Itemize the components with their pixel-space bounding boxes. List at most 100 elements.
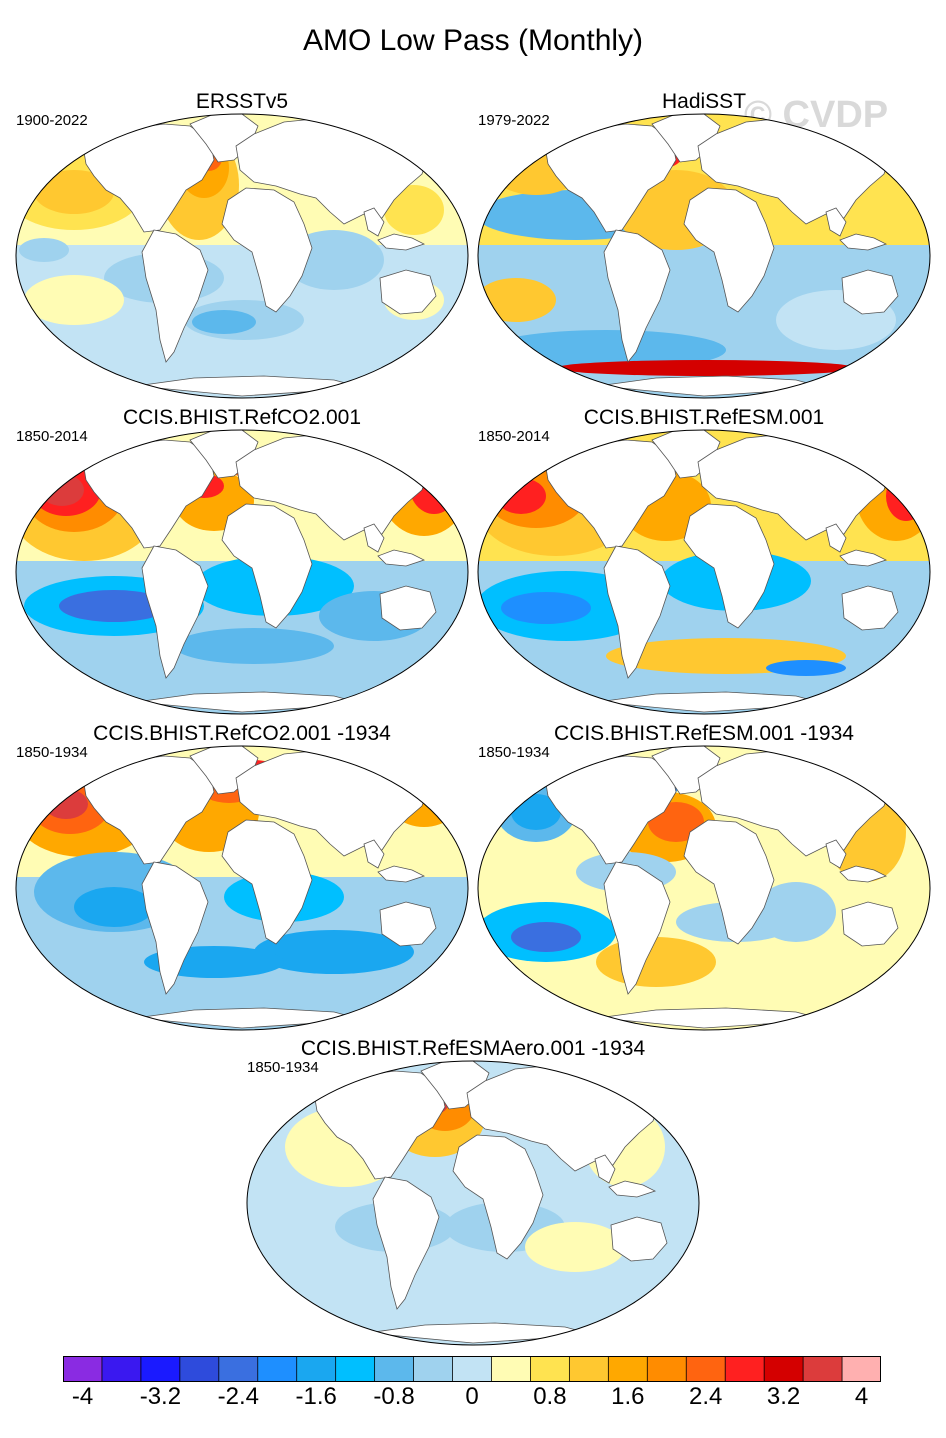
colorbar-swatch [218,1356,259,1382]
map-panel: ERSSTv5 1900-2022 [14,90,470,400]
continent [363,839,385,869]
continent [841,901,899,947]
panel-title: CCIS.BHIST.RefESM.001 -1934 [554,722,854,745]
map-panel: CCIS.BHIST.RefCO2.001 -1934 1850-1934 [14,722,470,1032]
sst-anomaly-blob [254,930,414,974]
sst-anomaly-blob [384,185,444,235]
continent [363,523,385,553]
colorbar-swatch [452,1356,492,1382]
globe-outline [477,113,931,399]
sst-anomaly-blob [192,310,256,334]
colorbar-swatch [413,1356,454,1382]
map-panel: HadiSST 1979-2022 [476,90,932,400]
sst-anomaly-blob [596,937,716,987]
continent [603,545,671,679]
panel-years: 1850-2014 [16,428,88,445]
continent [594,1154,616,1184]
map-panel: CCIS.BHIST.RefCO2.001 1850-2014 [14,406,470,716]
colorbar-tick-label: -1.6 [295,1383,337,1410]
continent [377,233,426,251]
sst-anomaly-blob [428,466,460,498]
colorbar-tick-label: -3.2 [139,1383,182,1410]
continent [366,1322,596,1344]
map-svg [15,429,469,715]
continent [221,187,313,313]
continent [379,901,437,947]
sst-field [16,430,468,714]
map-svg [477,745,931,1031]
sst-anomaly-blob [174,628,334,664]
sst-anomaly-blob [478,278,556,322]
panel-years: 1850-1934 [247,1059,319,1076]
globe-outline [15,429,469,715]
continent [379,269,437,315]
panel-years: 1850-2014 [478,428,550,445]
sst-field [16,114,468,398]
continent [683,819,775,945]
colorbar-swatch [140,1356,181,1382]
globe-outline [477,745,931,1031]
colorbar-swatch [101,1356,142,1382]
continent [135,1007,365,1029]
colorbar-swatch [257,1356,298,1382]
panel-years: 1979-2022 [478,112,550,129]
colorbar-swatch [803,1356,843,1382]
continent [83,755,215,865]
continent [141,229,209,363]
continent [597,1007,827,1029]
panel-title: ERSSTv5 [195,90,289,113]
colorbar-swatch [63,1356,103,1382]
continent [839,865,888,883]
sst-field [478,746,930,1030]
sst-anomaly-blob [556,360,856,376]
colorbar-tick-label: 0.8 [533,1383,567,1410]
sst-anomaly-blob [34,170,114,214]
colorbar-swatch [491,1356,531,1382]
sst-anomaly-blob [19,238,69,262]
continent [221,503,313,629]
main-title: AMO Low Pass (Monthly) [302,24,644,57]
sst-anomaly-blob [44,789,88,819]
sst-anomaly-blob [525,1222,625,1272]
continent [221,819,313,945]
colorbar-swatch [647,1356,687,1382]
map-panel: CCIS.BHIST.RefESM.001 1850-2014 [476,406,932,716]
colorbar-tick-label: 4 [854,1383,869,1410]
colorbar-tick-label: 1.6 [611,1383,645,1410]
sst-anomaly-blob [74,887,154,927]
continent [839,233,888,251]
globe-outline [15,745,469,1031]
sst-anomaly-blob [496,478,546,514]
colorbar-swatch [296,1356,337,1382]
colorbar-tick-label: -2.4 [217,1383,259,1410]
panel-title: CCIS.BHIST.RefESM.001 [583,406,825,429]
continent [372,1176,440,1310]
continent [135,375,365,397]
colorbar-swatch [179,1356,220,1382]
panel-years: 1850-1934 [478,744,550,761]
sst-anomaly-blob [501,592,591,624]
continent [377,549,426,567]
map-panel: CCIS.BHIST.RefESMAero.001 -1934 1850-1934 [245,1037,701,1347]
continent [610,1216,668,1262]
map-svg [15,113,469,399]
panel-title: CCIS.BHIST.RefCO2.001 -1934 [93,722,391,745]
map-svg [15,745,469,1031]
continent [841,269,899,315]
continent [545,123,677,233]
continent [83,123,215,233]
map-svg [477,429,931,715]
colorbar-tick-label: 3.2 [766,1383,801,1410]
continent [825,523,847,553]
continent [141,545,209,679]
globe-outline [477,429,931,715]
colorbar-swatch [764,1356,804,1382]
colorbar-tick-label: -4 [71,1383,94,1410]
colorbar-swatch [569,1356,609,1382]
map-svg [246,1060,700,1346]
continent [379,585,437,631]
map-svg [477,113,931,399]
colorbar-swatch [686,1356,726,1382]
panel-title: CCIS.BHIST.RefESMAero.001 -1934 [300,1037,646,1060]
continent [608,1180,657,1198]
